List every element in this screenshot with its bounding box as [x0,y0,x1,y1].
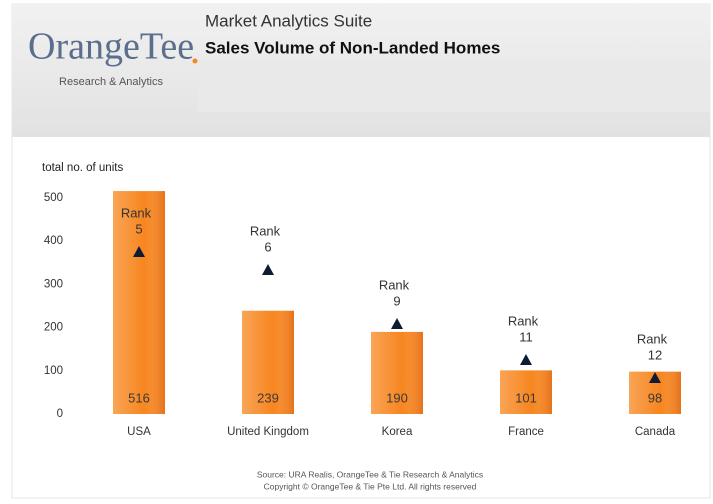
header-strip [198,60,710,112]
rank-label: Rank [379,277,410,292]
rank-marker [391,318,403,329]
rank-number: 5 [135,221,142,236]
value-label: 101 [515,390,537,405]
rank-label: Rank [121,205,152,220]
rank-label: Rank [250,223,281,238]
rank-marker [133,246,145,257]
copyright-note: Copyright © OrangeTee & Tie Pte Ltd. All… [264,481,477,491]
rank-number: 6 [264,239,271,254]
rank-label: Rank [508,313,539,328]
value-label: 98 [648,390,662,405]
rank-number: 11 [519,329,533,344]
value-label: 239 [257,390,279,405]
x-tick-label: Korea [382,426,413,438]
bar-shade [113,191,165,414]
x-tick-label: USA [127,426,151,438]
rank-label: Rank [637,331,668,346]
brand-tagline: Research & Analytics [59,76,163,88]
source-note: Source: URA Realis, OrangeTee & Tie Rese… [257,469,483,479]
rank-number: 9 [393,293,400,308]
x-tick-label: Canada [635,426,676,438]
y-tick-label: 200 [44,322,63,334]
chart-title: Sales Volume of Non-Landed Homes [205,38,500,57]
y-axis-label: total no. of units [42,162,123,174]
brand-dot [192,58,198,64]
rank-number: 12 [648,347,662,362]
brand-logo: OrangeTee [28,26,194,68]
rank-marker [262,264,274,275]
value-label: 516 [128,390,150,405]
y-tick-label: 0 [57,408,63,420]
bar-shade [500,370,552,414]
rank-marker [649,372,661,383]
value-label: 190 [386,390,408,405]
app-title: Market Analytics Suite [205,11,372,30]
x-tick-label: France [508,426,544,438]
y-tick-label: 500 [44,192,63,204]
x-tick-label: United Kingdom [227,426,309,438]
y-tick-label: 300 [44,278,63,290]
rank-marker [520,354,532,365]
bar-shade [371,331,423,414]
y-tick-label: 400 [44,235,63,247]
y-tick-label: 100 [44,365,63,377]
bar-shade [242,310,294,414]
